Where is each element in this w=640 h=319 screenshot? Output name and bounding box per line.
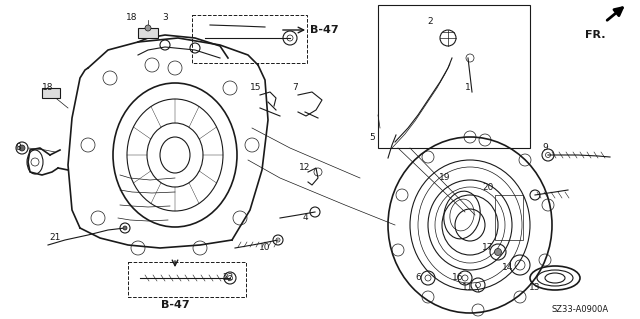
Text: B-47: B-47 [310, 25, 339, 35]
Text: 10: 10 [259, 243, 271, 253]
Bar [42, 88, 60, 98]
Text: 14: 14 [502, 263, 514, 272]
Bar [192, 15, 307, 63]
Text: 3: 3 [162, 13, 168, 23]
Text: 8: 8 [15, 144, 21, 152]
Bar [128, 262, 246, 297]
Text: 2: 2 [427, 18, 433, 26]
Text: 4: 4 [302, 213, 308, 222]
Text: 1: 1 [465, 84, 471, 93]
Text: B-47: B-47 [161, 300, 189, 310]
Circle shape [145, 25, 151, 31]
Text: 5: 5 [369, 133, 375, 143]
Bar [495, 195, 523, 240]
Text: 16: 16 [452, 273, 464, 283]
Text: 6: 6 [415, 273, 421, 283]
Text: 7: 7 [292, 84, 298, 93]
Text: 21: 21 [49, 234, 61, 242]
Circle shape [123, 226, 127, 230]
Circle shape [19, 145, 25, 151]
Circle shape [495, 249, 502, 256]
Text: 17: 17 [483, 243, 493, 253]
Text: 15: 15 [250, 84, 262, 93]
Text: 20: 20 [483, 183, 493, 192]
Bar [378, 5, 530, 148]
Text: SZ33-A0900A: SZ33-A0900A [552, 306, 609, 315]
Text: 11: 11 [462, 284, 474, 293]
Text: 12: 12 [300, 164, 310, 173]
Text: 9: 9 [542, 144, 548, 152]
Text: 13: 13 [529, 284, 541, 293]
Text: 22: 22 [222, 273, 234, 283]
Bar [138, 28, 158, 38]
Text: 18: 18 [42, 84, 54, 93]
Text: FR.: FR. [585, 30, 605, 40]
Text: 19: 19 [439, 174, 451, 182]
Text: 18: 18 [126, 13, 138, 23]
